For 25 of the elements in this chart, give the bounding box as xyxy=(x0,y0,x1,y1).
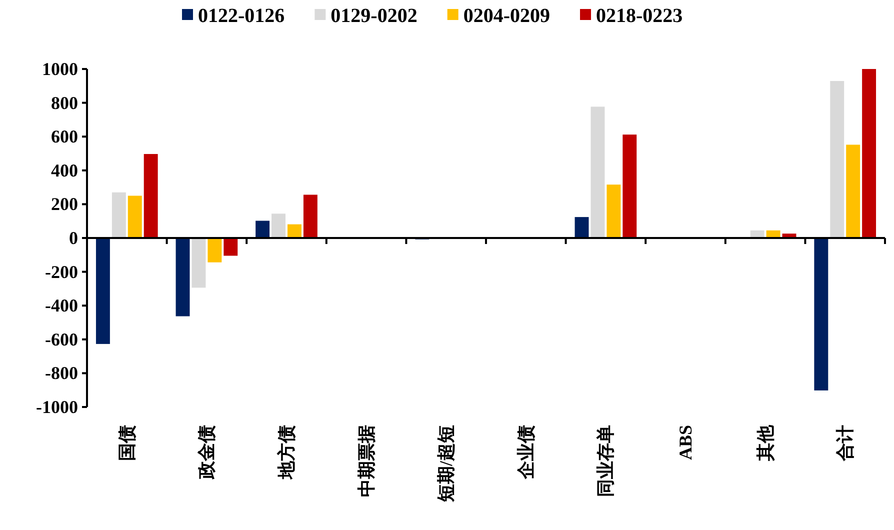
y-tick-label: 200 xyxy=(51,194,78,214)
x-tick-label: 政金债 xyxy=(196,425,217,480)
legend-label: 0218-0223 xyxy=(596,5,683,27)
y-tick-label: -1000 xyxy=(36,397,78,417)
legend-label: 0129-0202 xyxy=(330,5,418,27)
y-tick-label: -800 xyxy=(45,363,78,384)
y-tick-label: 600 xyxy=(51,126,78,147)
x-tick-label: 地方债 xyxy=(276,425,296,480)
x-tick-label: 中期票据 xyxy=(356,425,376,497)
x-tick-label: 国债 xyxy=(116,425,137,461)
x-tick-label: 同业存单 xyxy=(596,425,616,497)
y-tick-label: -400 xyxy=(45,296,78,316)
x-tick-label: 短期/超短 xyxy=(436,425,456,504)
legend-label: 0122-0126 xyxy=(198,5,285,27)
x-tick-label: 其他 xyxy=(755,424,776,462)
x-tick-label: 企业债 xyxy=(516,425,536,480)
y-tick-label: 400 xyxy=(51,160,78,180)
x-tick-label: 合计 xyxy=(835,425,856,462)
y-tick-label: 0 xyxy=(69,228,78,248)
y-tick-label: 800 xyxy=(51,92,78,113)
legend-label: 0204-0209 xyxy=(463,5,550,27)
y-tick-label: 1000 xyxy=(42,59,78,79)
x-tick-label: ABS xyxy=(676,425,696,460)
y-tick-label: -200 xyxy=(45,262,78,282)
y-tick-label: -600 xyxy=(45,329,78,350)
